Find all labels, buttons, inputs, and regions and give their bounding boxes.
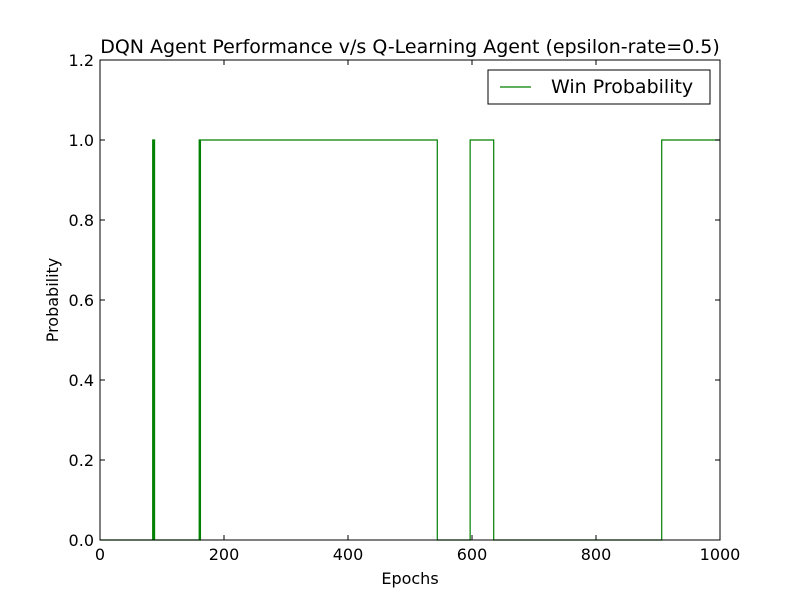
axes: 0 200 400 600 800 1000 0.0 0.2 0.4 0.6 0.8 1.0 1.2 — [69, 51, 741, 564]
x-tick-label: 200 — [209, 545, 240, 564]
x-tick-label: 600 — [457, 545, 488, 564]
x-axis-title: Epochs — [381, 569, 438, 588]
y-tick-label: 0.4 — [69, 371, 94, 390]
y-tick-label: 0.2 — [69, 451, 94, 470]
legend: Win Probability — [487, 69, 711, 105]
x-tick-label: 800 — [581, 545, 612, 564]
x-tick-label: 1000 — [700, 545, 741, 564]
y-tick-label: 0.8 — [69, 211, 94, 230]
y-tick-label: 0.0 — [69, 531, 94, 550]
x-tick-label: 0 — [95, 545, 105, 564]
y-axis-title: Probability — [43, 258, 62, 343]
x-tick-label: 400 — [333, 545, 364, 564]
chart-title: DQN Agent Performance v/s Q-Learning Age… — [100, 36, 720, 58]
y-tick-label: 0.6 — [69, 291, 94, 310]
y-tick-label: 1.0 — [69, 131, 94, 150]
y-tick-label: 1.2 — [69, 51, 94, 70]
legend-label-win-probability: Win Probability — [551, 76, 693, 98]
